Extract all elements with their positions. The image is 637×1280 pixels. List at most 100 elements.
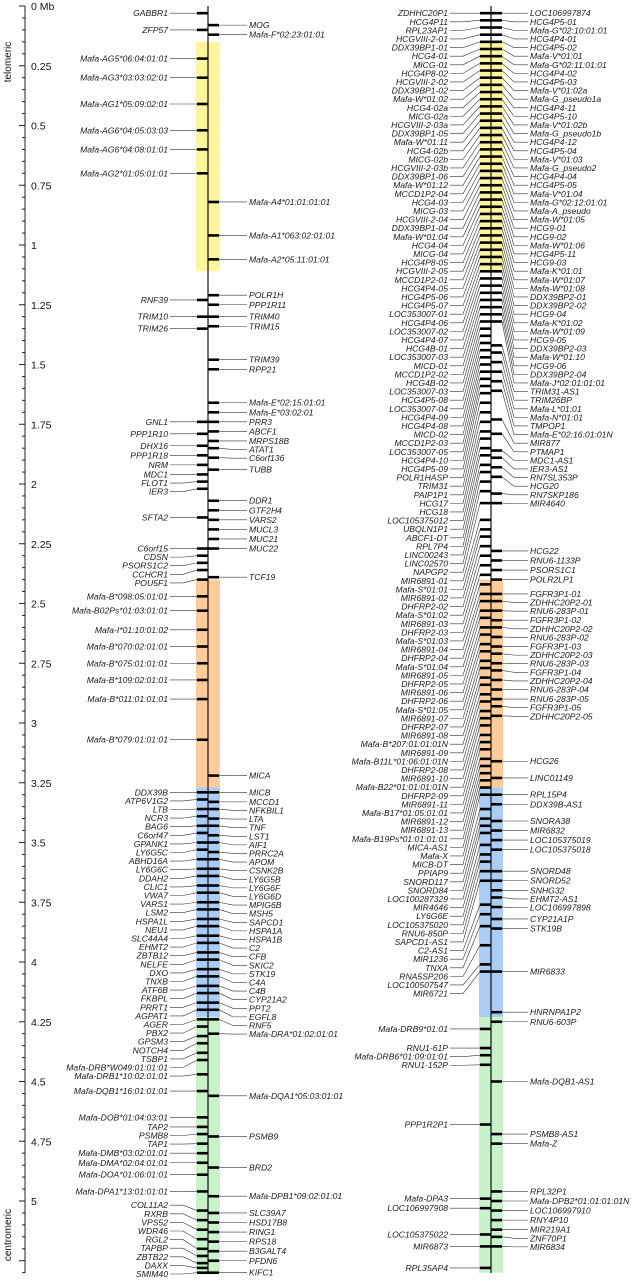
leader-line — [450, 758, 481, 822]
leader-line — [501, 99, 528, 117]
leader-line — [450, 749, 481, 814]
gene-block — [197, 924, 208, 928]
gene-block — [480, 853, 491, 856]
leader-line — [450, 127, 481, 152]
gene-label: C4A — [249, 977, 266, 987]
gene-block — [197, 874, 208, 878]
leader-line — [450, 48, 481, 57]
gene-label: KIFC1 — [249, 1268, 274, 1278]
gene-label: HCG20 — [530, 481, 559, 491]
leader-line — [170, 799, 198, 802]
gene-block — [480, 1046, 491, 1050]
gene-block — [480, 40, 491, 44]
gene-block — [208, 439, 219, 443]
leader-line — [450, 455, 481, 530]
gene-label: MIR6891-06 — [401, 688, 449, 698]
leader-line — [501, 1236, 528, 1239]
gene-label: TRIM15 — [249, 321, 280, 331]
leader-line — [501, 120, 528, 143]
gene-label: MIR6891-07 — [401, 713, 450, 723]
leader-line — [501, 142, 528, 169]
leader-line — [450, 710, 481, 771]
leader-line — [501, 299, 528, 358]
gene-label: TSBP1 — [141, 1054, 168, 1064]
axis-tick-label: 1.25 — [31, 300, 52, 312]
gene-block — [197, 102, 208, 106]
leader-line — [450, 593, 481, 650]
gene-label: HCG4P5-06 — [401, 292, 448, 302]
leader-line — [450, 307, 481, 367]
leader-line — [501, 467, 528, 478]
gene-block — [208, 420, 219, 424]
leader-line — [450, 142, 481, 169]
gene-label: MIR6891-08 — [401, 731, 449, 741]
gene-block — [480, 191, 491, 194]
gene-block — [197, 1073, 208, 1076]
gene-block — [491, 1209, 502, 1212]
gene-block — [480, 747, 491, 751]
gene-block — [491, 298, 502, 302]
gene-block — [491, 219, 502, 223]
leader-line — [218, 885, 247, 889]
gene-block — [208, 303, 219, 307]
leader-line — [450, 546, 481, 607]
gene-label: Mafa-G_pseudo2 — [530, 163, 597, 173]
gene-block — [480, 676, 491, 679]
gene-label: AIF1 — [248, 840, 267, 850]
gene-block — [208, 900, 219, 904]
leader-line — [218, 858, 247, 863]
gene-label: POU5F1 — [135, 578, 169, 588]
gene-block — [491, 234, 502, 237]
gene-block — [480, 11, 491, 15]
gene-label: Mafa-V*01:04 — [530, 189, 583, 199]
gene-block — [491, 351, 502, 354]
gene-label: GNL1 — [146, 417, 169, 427]
gene-block — [480, 219, 491, 223]
gene-label: RNU6-283P-02 — [530, 632, 589, 642]
gene-block — [208, 1166, 219, 1169]
leader-line — [450, 904, 481, 951]
gene-block — [491, 69, 502, 72]
gene-label: NRM — [148, 460, 168, 470]
gene-block — [197, 432, 208, 436]
gene-block — [197, 857, 208, 861]
gene-block — [491, 829, 502, 832]
leader-line — [450, 134, 481, 160]
gene-label: Mafa-DMB*03:02:01:01 — [78, 1148, 168, 1158]
leader-line — [501, 292, 528, 349]
gene-block — [208, 934, 219, 938]
gene-label: DHFRP2-05 — [401, 679, 448, 689]
gene-label: HCG4P4-10 — [401, 455, 448, 465]
leader-line — [450, 41, 481, 48]
gene-label: RNU6-283P-05 — [530, 694, 589, 704]
gene-block — [480, 234, 491, 237]
leader-line — [450, 818, 481, 883]
gene-block — [480, 970, 491, 973]
leader-line — [450, 185, 481, 220]
gene-block — [197, 917, 208, 921]
gene-label: RPL23AP1 — [405, 25, 448, 35]
gene-label: Mafa-DPA3 — [404, 1194, 448, 1204]
gene-label: Mafa-S*01:02 — [395, 610, 448, 620]
gene-block — [480, 155, 491, 158]
leader-line — [170, 875, 198, 879]
gene-block — [491, 255, 502, 259]
gene-block — [208, 834, 219, 837]
leader-line — [450, 170, 481, 203]
leader-line — [218, 959, 247, 966]
leader-line — [450, 342, 481, 410]
gene-label: SNORD52 — [530, 876, 571, 886]
leader-line — [450, 177, 481, 212]
gene-label: RNU6-283P-03 — [530, 659, 589, 669]
gene-label: MCCD1P2-04 — [395, 189, 449, 199]
gene-block — [208, 315, 219, 318]
gene-block — [197, 1261, 208, 1265]
gene-label: Mafa-B02Ps*01:03:01:01 — [72, 606, 168, 616]
axis-tick-label: 1 — [31, 240, 37, 252]
gene-label: Mafa-B*079:01:01:01 — [87, 735, 168, 745]
gene-label: Mafa-G_pseudo1b — [530, 129, 601, 139]
gene-label: MIR6891-11 — [401, 799, 448, 809]
gene-label: FGFR3P1-04 — [530, 667, 581, 677]
leader-line — [501, 314, 528, 375]
leader-line — [218, 925, 247, 932]
